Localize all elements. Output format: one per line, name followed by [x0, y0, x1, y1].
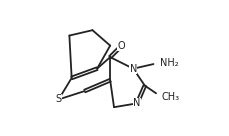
Text: CH₃: CH₃ — [161, 92, 179, 102]
Text: N: N — [129, 64, 136, 74]
Text: NH₂: NH₂ — [160, 58, 178, 67]
Text: N: N — [133, 98, 140, 108]
Text: S: S — [55, 95, 61, 104]
Text: O: O — [117, 41, 125, 51]
